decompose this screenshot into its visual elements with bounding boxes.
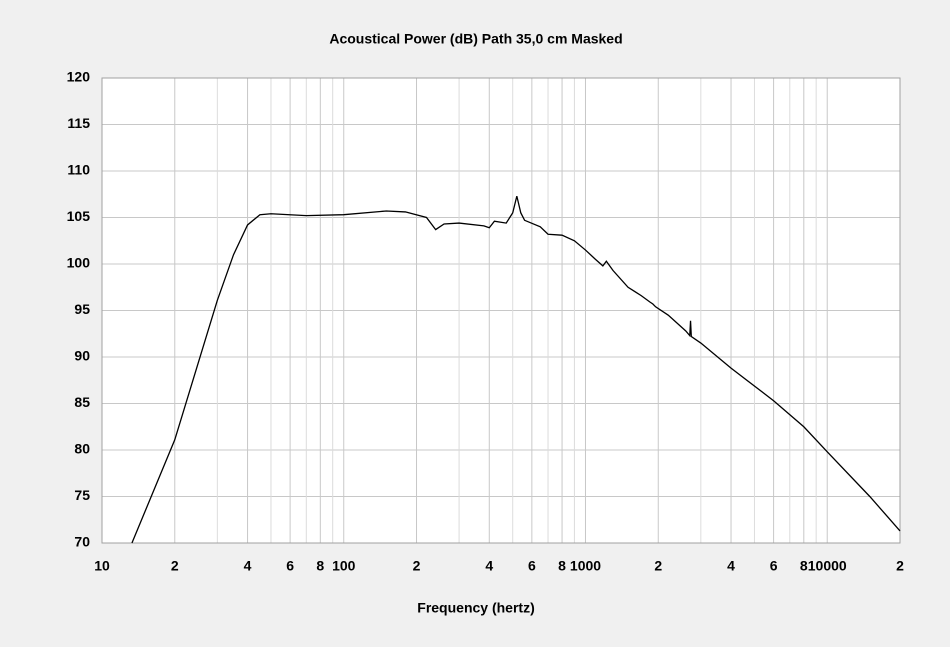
x-tick-label: 1000 xyxy=(570,558,601,574)
x-tick-label: 2 xyxy=(896,558,904,574)
y-tick-label: 95 xyxy=(74,301,90,317)
y-tick-label: 80 xyxy=(74,441,90,457)
x-tick-label: 8 xyxy=(800,558,808,574)
y-tick-label: 90 xyxy=(74,348,90,364)
x-tick-label: 10 xyxy=(94,558,110,574)
x-tick-label: 2 xyxy=(654,558,662,574)
x-axis-label: Frequency (hertz) xyxy=(417,600,534,616)
x-tick-label: 10000 xyxy=(808,558,847,574)
x-tick-label: 8 xyxy=(316,558,324,574)
x-tick-label: 4 xyxy=(485,558,493,574)
y-tick-label: 105 xyxy=(67,208,91,224)
x-tick-label: 100 xyxy=(332,558,356,574)
x-tick-label: 2 xyxy=(171,558,179,574)
chart-title: Acoustical Power (dB) Path 35,0 cm Maske… xyxy=(329,31,622,47)
x-tick-label: 6 xyxy=(770,558,778,574)
y-tick-label: 120 xyxy=(67,69,91,85)
x-tick-label: 6 xyxy=(286,558,294,574)
y-tick-label: 110 xyxy=(67,162,90,178)
y-tick-label: 100 xyxy=(67,255,91,271)
x-tick-label: 2 xyxy=(413,558,421,574)
x-tick-label: 4 xyxy=(727,558,735,574)
x-tick-label: 4 xyxy=(244,558,252,574)
y-tick-label: 70 xyxy=(74,534,90,550)
x-tick-label: 6 xyxy=(528,558,536,574)
x-tick-label: 8 xyxy=(558,558,566,574)
line-series xyxy=(131,195,901,544)
y-tick-label: 85 xyxy=(74,394,90,410)
y-tick-label: 75 xyxy=(74,487,90,503)
y-tick-label: 115 xyxy=(67,115,90,131)
plot-border xyxy=(101,77,901,544)
